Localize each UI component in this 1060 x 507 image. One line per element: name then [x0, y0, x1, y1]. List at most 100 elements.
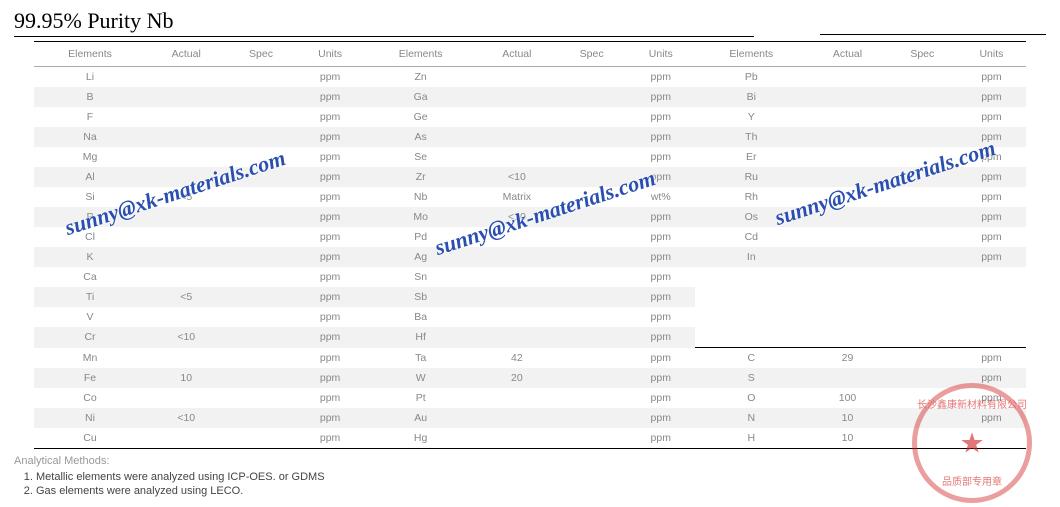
table-cell — [888, 287, 957, 307]
analytical-methods-list: Metallic elements were analyzed using IC… — [14, 471, 1046, 497]
table-cell: ppm — [957, 348, 1026, 369]
table-cell: Matrix — [477, 187, 557, 207]
table-cell: Se — [365, 147, 477, 167]
analytical-methods-heading: Analytical Methods: — [14, 455, 1046, 467]
table-cell — [807, 368, 887, 388]
table-row: KppmAgppmInppm — [34, 247, 1026, 267]
table-cell — [807, 147, 887, 167]
table-cell — [557, 428, 626, 449]
table-cell — [146, 67, 226, 88]
table-cell — [557, 388, 626, 408]
table-cell — [477, 408, 557, 428]
table-cell: Ca — [34, 267, 146, 287]
table-cell: ppm — [957, 247, 1026, 267]
table-cell: Cu — [34, 428, 146, 449]
table-cell — [146, 388, 226, 408]
table-cell: Cr — [34, 327, 146, 348]
column-header: Elements — [695, 42, 807, 67]
table-cell — [888, 388, 957, 408]
title-right-rule — [820, 34, 1046, 35]
table-cell — [146, 428, 226, 449]
analytical-method-item: Gas elements were analyzed using LECO. — [36, 485, 1046, 497]
column-header: Units — [626, 42, 695, 67]
table-cell — [557, 327, 626, 348]
column-header: Actual — [477, 42, 557, 67]
table-cell — [557, 147, 626, 167]
table-cell — [477, 147, 557, 167]
table-cell — [226, 408, 295, 428]
table-cell: ppm — [957, 67, 1026, 88]
table-cell: Li — [34, 67, 146, 88]
table-cell — [146, 247, 226, 267]
table-cell: ppm — [957, 167, 1026, 187]
table-cell: ppm — [296, 227, 365, 247]
table-cell: wt% — [626, 187, 695, 207]
table-cell: Ti — [34, 287, 146, 307]
table-cell: Cl — [34, 227, 146, 247]
table-cell: B — [34, 87, 146, 107]
table-cell: Th — [695, 127, 807, 147]
table-cell: Cd — [695, 227, 807, 247]
table-cell: ppm — [957, 187, 1026, 207]
table-cell — [695, 327, 807, 348]
page-title: 99.95% Purity Nb — [14, 8, 754, 37]
table-cell: Ge — [365, 107, 477, 127]
table-cell — [226, 67, 295, 88]
table-cell: Y — [695, 107, 807, 127]
table-cell — [226, 348, 295, 369]
table-cell: 42 — [477, 348, 557, 369]
table-cell: V — [34, 307, 146, 327]
table-row: VppmBappm — [34, 307, 1026, 327]
table-cell: Er — [695, 147, 807, 167]
table-cell: 20 — [477, 368, 557, 388]
table-cell: Pd — [365, 227, 477, 247]
table-cell: Nb — [365, 187, 477, 207]
table-cell — [557, 87, 626, 107]
table-cell — [557, 107, 626, 127]
table-cell: ppm — [626, 368, 695, 388]
table-cell: ppm — [626, 327, 695, 348]
table-cell: P — [34, 207, 146, 227]
table-cell: 10 — [807, 428, 887, 449]
table-cell — [557, 348, 626, 369]
table-row: MnppmTa42ppmC29ppm — [34, 348, 1026, 369]
table-cell: <5 — [146, 287, 226, 307]
table-cell: Sn — [365, 267, 477, 287]
table-cell — [226, 287, 295, 307]
table-cell — [888, 327, 957, 348]
table-cell — [557, 267, 626, 287]
table-cell — [557, 287, 626, 307]
table-cell: ppm — [626, 247, 695, 267]
table-cell: Co — [34, 388, 146, 408]
table-cell — [807, 127, 887, 147]
table-cell — [557, 67, 626, 88]
table-cell — [226, 267, 295, 287]
table-cell: <5 — [146, 187, 226, 207]
table-row: PppmMo<10ppmOsppm — [34, 207, 1026, 227]
table-cell: ppm — [626, 107, 695, 127]
table-cell: ppm — [957, 207, 1026, 227]
table-cell: Ba — [365, 307, 477, 327]
table-cell — [807, 87, 887, 107]
table-cell: Fe — [34, 368, 146, 388]
table-cell: ppm — [296, 348, 365, 369]
table-cell: Hf — [365, 327, 477, 348]
table-cell — [888, 167, 957, 187]
table-cell: H — [695, 428, 807, 449]
table-cell: Zr — [365, 167, 477, 187]
table-cell — [807, 187, 887, 207]
table-cell — [807, 267, 887, 287]
table-cell — [957, 307, 1026, 327]
table-cell — [807, 207, 887, 227]
table-cell: ppm — [626, 67, 695, 88]
table-cell: <10 — [477, 167, 557, 187]
table-cell — [888, 147, 957, 167]
table-cell — [146, 307, 226, 327]
table-cell — [226, 327, 295, 348]
table-cell: Na — [34, 127, 146, 147]
table-cell — [477, 247, 557, 267]
table-cell — [888, 107, 957, 127]
table-cell: ppm — [957, 368, 1026, 388]
table-cell — [957, 287, 1026, 307]
table-cell — [557, 227, 626, 247]
